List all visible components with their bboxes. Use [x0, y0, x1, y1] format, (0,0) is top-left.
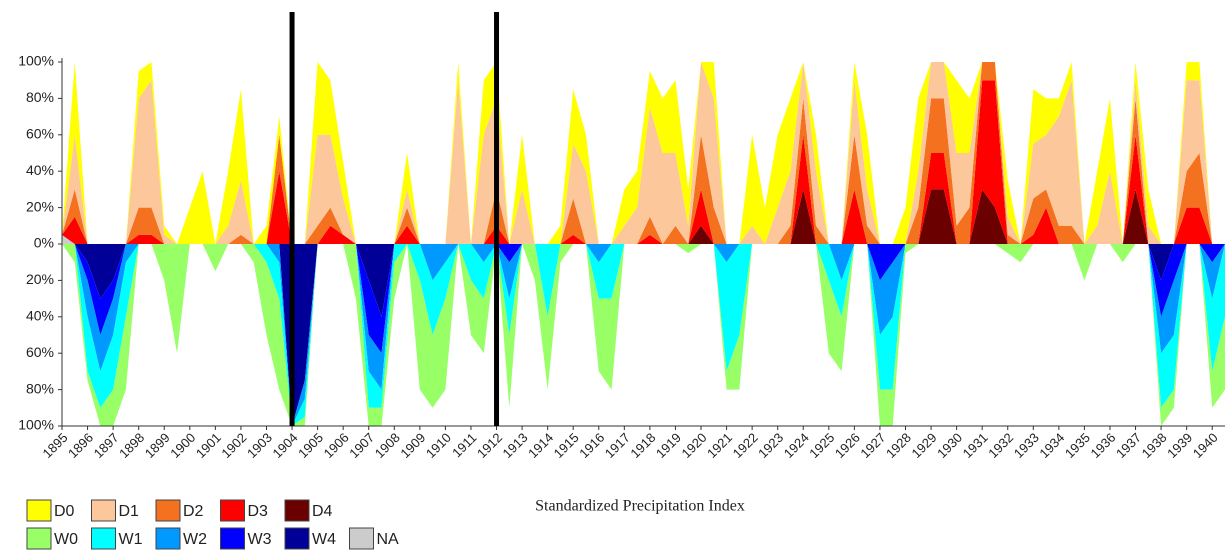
x-tick-label: 1914	[525, 430, 556, 461]
x-tick-label: 1940	[1190, 430, 1221, 461]
area	[62, 244, 1225, 426]
legend-swatch	[26, 527, 52, 550]
y-tick-label: 20%	[26, 198, 54, 214]
x-tick-label: 1912	[474, 430, 505, 461]
x-tick-label: 1902	[218, 430, 249, 461]
x-tick-label: 1919	[653, 430, 684, 461]
area	[62, 62, 1225, 244]
legend-label: D4	[312, 503, 333, 520]
x-tick-label: 1926	[832, 430, 863, 461]
x-tick-label: 1907	[346, 430, 377, 461]
y-tick-label: 100%	[18, 417, 54, 433]
x-tick-label: 1928	[883, 430, 914, 461]
x-tick-label: 1921	[704, 430, 735, 461]
x-tick-label: 1901	[193, 430, 224, 461]
legend-swatch	[155, 499, 181, 522]
x-tick-label: 1939	[1164, 430, 1195, 461]
area	[62, 244, 1225, 426]
x-tick-label: 1898	[116, 430, 147, 461]
legend-label: W0	[54, 531, 78, 548]
y-tick-label: 100%	[18, 53, 54, 69]
legend-label: NA	[377, 531, 400, 548]
x-tick-label: 1899	[142, 430, 173, 461]
area	[62, 189, 1225, 244]
legend-swatch	[284, 527, 310, 550]
y-tick-label: 80%	[26, 89, 54, 105]
x-tick-label: 1918	[627, 430, 658, 461]
x-tick-label: 1927	[857, 430, 888, 461]
area	[62, 244, 1225, 426]
legend-label: D2	[183, 503, 204, 520]
area	[62, 62, 1225, 244]
y-tick-label: 60%	[26, 344, 54, 360]
x-tick-label: 1910	[423, 430, 454, 461]
x-tick-label: 1908	[372, 430, 403, 461]
x-tick-label: 1911	[449, 430, 479, 460]
legend-label: W2	[183, 531, 207, 548]
x-tick-label: 1909	[397, 430, 428, 461]
area	[62, 244, 1225, 426]
area	[62, 62, 1225, 244]
legend: D0 D1 D2 D3 D4 W0 W1 W2 W3 W4 NA	[26, 499, 400, 550]
x-tick-label: 1938	[1139, 430, 1170, 461]
x-tick-label: 1916	[576, 430, 607, 461]
x-tick-label: 1904	[270, 430, 301, 461]
legend-swatch	[284, 499, 310, 522]
x-tick-label: 1930	[934, 430, 965, 461]
y-tick-label: 20%	[26, 271, 54, 287]
x-tick-label: 1937	[1113, 430, 1144, 461]
x-tick-label: 1915	[551, 430, 582, 461]
legend-swatch	[26, 499, 52, 522]
y-tick-label: 60%	[26, 126, 54, 142]
x-tick-label: 1933	[1011, 430, 1042, 461]
y-tick-label: 40%	[26, 162, 54, 178]
x-tick-label: 1925	[806, 430, 837, 461]
x-tick-label: 1922	[730, 430, 761, 461]
x-tick-label: 1935	[1062, 430, 1093, 461]
x-tick-label: 1932	[985, 430, 1016, 461]
legend-swatch	[91, 499, 116, 522]
legend-label: D1	[119, 503, 140, 520]
y-tick-label: 0%	[34, 235, 54, 251]
legend-swatch	[220, 499, 245, 522]
x-tick-label: 1906	[321, 430, 352, 461]
x-tick-label: 1900	[167, 430, 198, 461]
x-tick-label: 1903	[244, 430, 275, 461]
x-tick-label: 1923	[755, 430, 786, 461]
x-tick-label: 1913	[500, 430, 531, 461]
x-tick-label: 1934	[1036, 430, 1067, 461]
legend-swatch	[155, 527, 181, 550]
x-tick-label: 1931	[960, 430, 991, 461]
legend-swatch	[349, 527, 374, 550]
x-axis-title: Standardized Precipitation Index	[535, 498, 745, 515]
legend-label: D0	[54, 503, 75, 520]
x-tick-label: 1896	[65, 430, 96, 461]
area	[62, 80, 1225, 244]
x-tick-label: 1920	[679, 430, 710, 461]
x-tick-label: 1917	[602, 430, 633, 461]
x-tick-label: 1905	[295, 430, 326, 461]
x-tick-label: 1924	[781, 430, 812, 461]
y-tick-label: 80%	[26, 380, 54, 396]
legend-swatch	[91, 527, 116, 550]
area	[62, 244, 1225, 426]
y-tick-label: 40%	[26, 308, 54, 324]
x-tick-label: 1897	[91, 430, 122, 461]
legend-label: W1	[119, 531, 143, 548]
legend-label: W3	[248, 531, 272, 548]
legend-label: W4	[312, 531, 336, 548]
x-tick-label: 1929	[909, 430, 940, 461]
x-tick-label: 1895	[39, 430, 70, 461]
x-tick-label: 1936	[1087, 430, 1118, 461]
legend-swatch	[220, 527, 245, 550]
legend-label: D3	[248, 503, 269, 520]
